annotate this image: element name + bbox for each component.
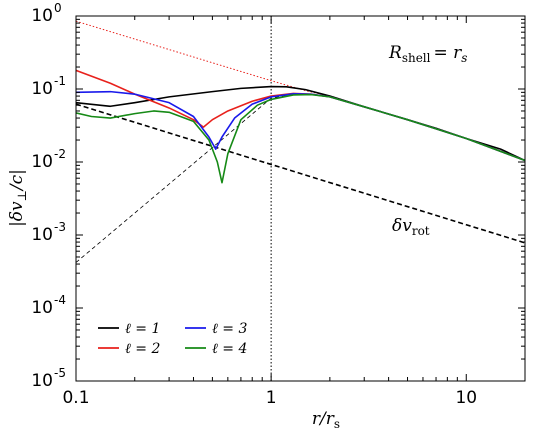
legend-item-l2: ℓ = 2 [98, 341, 160, 357]
y-tick-label: 10 [31, 298, 53, 318]
legend: ℓ = 1 ℓ = 2 ℓ = 3 ℓ = 4 [98, 321, 247, 357]
x-axis-title: r/rs [312, 409, 340, 431]
legend-item-l3: ℓ = 3 [185, 321, 247, 337]
svg-text:r/rs: r/rs [312, 409, 340, 431]
y-tick-exponent: 0 [54, 1, 62, 15]
svg-text:Rshell= rs: Rshell = rs [388, 43, 467, 65]
y-tick-exponent: -2 [54, 147, 66, 161]
svg-text:|δv⊥/c|: |δv⊥/c| [7, 169, 29, 227]
y-axis-title: |δv⊥/c| [7, 169, 29, 227]
reference-line-lower-envelope [76, 93, 525, 263]
plot-area [76, 16, 525, 381]
x-tick-label: 0.1 [62, 388, 89, 408]
legend-label: ℓ = 3 [212, 321, 247, 337]
legend-item-l1: ℓ = 1 [98, 321, 160, 337]
annotation-shell-radius: Rshell = rs [388, 43, 467, 65]
series-line-l4 [76, 93, 525, 184]
legend-label: ℓ = 4 [212, 341, 247, 357]
x-tick-label: 1 [266, 388, 277, 408]
y-tick-label: 10 [31, 6, 53, 26]
series-line-l2 [76, 69, 525, 162]
legend-label: ℓ = 2 [125, 341, 160, 357]
y-tick-label: 10 [31, 152, 53, 172]
plot-frame [75, 15, 526, 382]
legend-item-l4: ℓ = 4 [185, 341, 247, 357]
y-tick-label: 10 [31, 371, 53, 391]
y-tick-exponent: -5 [54, 366, 66, 380]
y-tick-label: 10 [31, 79, 53, 99]
x-tick-label: 10 [455, 388, 477, 408]
svg-text:δvrot: δvrot [392, 216, 430, 238]
y-tick-label: 10 [31, 225, 53, 245]
reference-line-delta-v-rot [76, 103, 525, 244]
annotation-delta-v-rot: δvrot [392, 216, 430, 238]
y-tick-exponent: -1 [54, 74, 66, 88]
legend-label: ℓ = 1 [125, 321, 160, 337]
y-tick-exponent: -4 [54, 293, 66, 307]
y-tick-exponent: -3 [54, 220, 66, 234]
